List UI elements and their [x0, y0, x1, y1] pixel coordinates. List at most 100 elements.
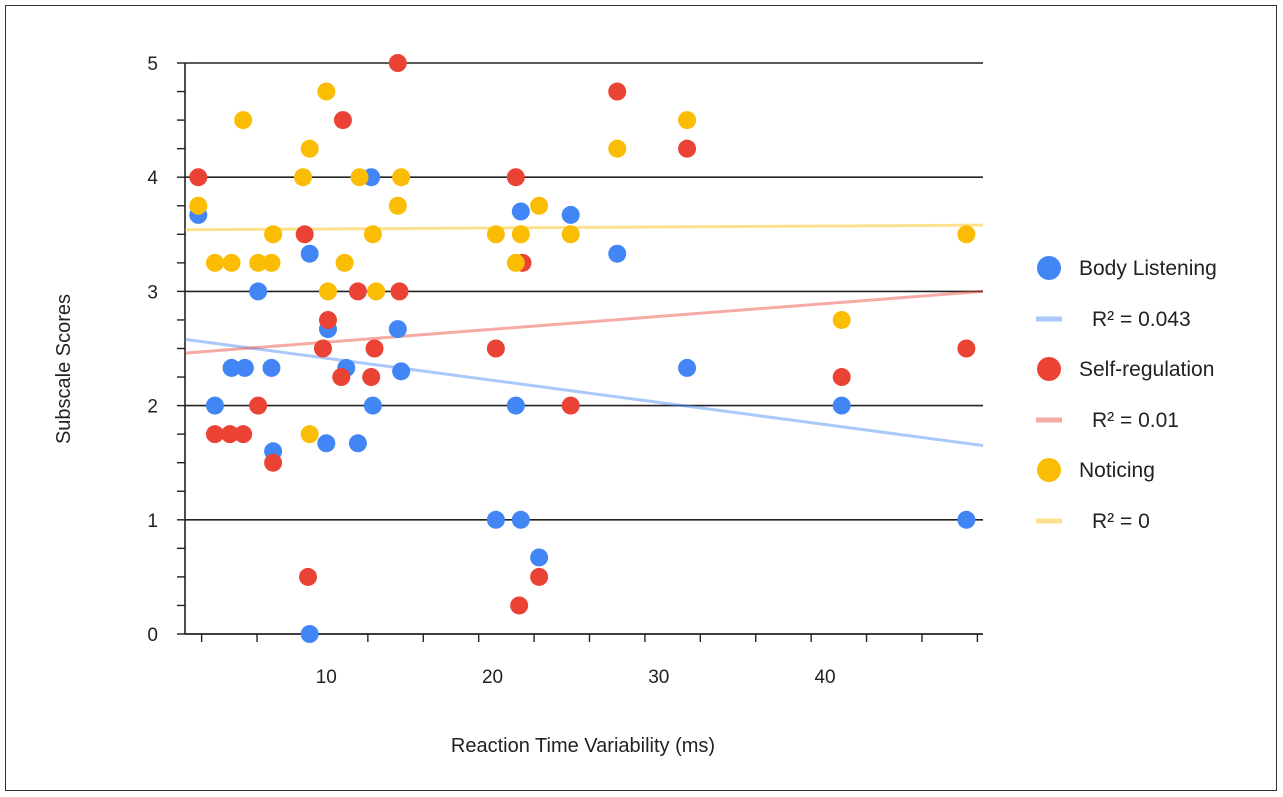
x-axis-title: Reaction Time Variability (ms) [451, 735, 715, 757]
point-s1-18 [486, 510, 505, 529]
point-s2-5 [249, 396, 268, 415]
point-s3-25 [678, 111, 697, 130]
point-s2-3 [220, 425, 239, 444]
point-s3-4 [234, 111, 253, 130]
data-points [189, 54, 976, 643]
point-s3-18 [392, 168, 411, 187]
point-s2-18 [486, 339, 505, 358]
point-s2-27 [957, 339, 976, 358]
legend-trend-label-1: R² = 0.043 [1092, 308, 1191, 331]
point-s1-4 [235, 358, 254, 377]
point-s3-3 [222, 253, 241, 272]
legend-marker-3 [1037, 458, 1061, 482]
y-tick-label-5: 5 [147, 54, 158, 75]
point-s1-19 [506, 396, 525, 415]
point-s1-21 [511, 510, 530, 529]
point-s1-16 [388, 320, 407, 339]
point-s1-9 [300, 625, 319, 643]
point-s3-23 [561, 225, 580, 244]
point-s2-6 [264, 453, 283, 472]
legend-marker-2 [1037, 357, 1061, 381]
point-s2-9 [313, 339, 332, 358]
x-tick-label-40: 40 [814, 667, 835, 688]
point-s2-4 [234, 425, 253, 444]
legend-trend-label-3: R² = 0 [1092, 510, 1150, 533]
point-s1-24 [608, 244, 627, 263]
point-s3-8 [294, 168, 313, 187]
y-axis-title: Subscale Scores [53, 294, 75, 444]
point-s2-15 [365, 339, 384, 358]
point-s1-11 [317, 434, 336, 453]
point-s2-24 [608, 82, 627, 101]
point-s3-21 [511, 225, 530, 244]
point-s3-19 [486, 225, 505, 244]
trendline-2 [184, 289, 984, 355]
point-s1-26 [832, 396, 851, 415]
legend-label-3: Noticing [1079, 459, 1155, 482]
point-s3-2 [205, 253, 224, 272]
point-s3-1 [189, 196, 208, 215]
point-s2-8 [299, 567, 318, 586]
point-s3-15 [363, 225, 382, 244]
point-s3-17 [388, 196, 407, 215]
point-s2-26 [832, 368, 851, 387]
point-s3-27 [957, 225, 976, 244]
point-s1-22 [530, 548, 549, 567]
x-tick-label-30: 30 [648, 667, 669, 688]
point-s2-7 [295, 225, 314, 244]
axes [177, 62, 983, 642]
legend-label-2: Self-regulation [1079, 358, 1214, 381]
y-tick-label-0: 0 [147, 625, 158, 646]
point-s1-27 [957, 510, 976, 529]
legend: Body Listening R² = 0.043 Self-regulation R… [1036, 256, 1217, 533]
point-s2-16 [388, 54, 407, 72]
legend-trend-label-2: R² = 0.01 [1092, 409, 1179, 432]
point-s2-11 [333, 111, 352, 130]
point-s3-5 [249, 253, 268, 272]
point-s3-12 [318, 282, 337, 301]
point-s3-6 [262, 253, 281, 272]
y-tick-label-1: 1 [147, 511, 158, 532]
point-s2-23 [561, 396, 580, 415]
point-s2-17 [390, 282, 409, 301]
point-s2-19 [506, 168, 525, 187]
y-tick-label-2: 2 [147, 397, 158, 418]
point-s1-13 [348, 434, 367, 453]
point-s2-25 [678, 139, 697, 158]
point-s2-10 [318, 310, 337, 329]
x-tick-label-20: 20 [482, 667, 503, 688]
tick-labels: 0 1 2 3 4 5 10 20 30 40 [147, 54, 835, 688]
point-s3-26 [832, 310, 851, 329]
point-s3-10 [300, 425, 319, 444]
point-s3-13 [335, 253, 354, 272]
point-s2-1 [189, 168, 208, 187]
point-s3-7 [264, 225, 283, 244]
point-s1-6 [262, 358, 281, 377]
point-s1-23 [561, 205, 580, 224]
point-s2-2 [205, 425, 224, 444]
point-s3-14 [350, 168, 369, 187]
point-s2-12 [332, 368, 351, 387]
point-s1-3 [222, 358, 241, 377]
point-s1-20 [511, 202, 530, 221]
point-s2-21 [510, 596, 529, 615]
point-s1-17 [392, 362, 411, 381]
point-s3-9 [300, 139, 319, 158]
point-s2-22 [530, 567, 549, 586]
legend-label-1: Body Listening [1079, 257, 1217, 280]
point-s1-5 [249, 282, 268, 301]
point-s1-15 [363, 396, 382, 415]
point-s2-14 [362, 368, 381, 387]
point-s2-13 [348, 282, 367, 301]
point-s3-16 [367, 282, 386, 301]
trendline-1 [184, 337, 984, 448]
point-s3-24 [608, 139, 627, 158]
point-s1-8 [300, 244, 319, 263]
legend-marker-1 [1037, 256, 1061, 280]
trendline-3 [184, 223, 984, 232]
point-s1-25 [678, 358, 697, 377]
point-s1-2 [205, 396, 224, 415]
x-tick-label-10: 10 [316, 667, 337, 688]
point-s3-11 [317, 82, 336, 101]
